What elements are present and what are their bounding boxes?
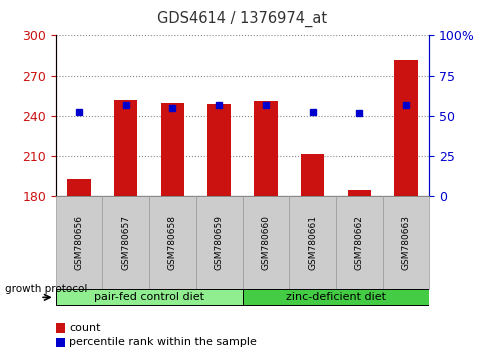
Text: pair-fed control diet: pair-fed control diet	[94, 292, 204, 302]
FancyBboxPatch shape	[56, 290, 242, 305]
Bar	[254, 101, 277, 196]
FancyBboxPatch shape	[382, 196, 428, 289]
Text: GSM780662: GSM780662	[354, 215, 363, 270]
Text: count: count	[69, 323, 101, 333]
Text: GDS4614 / 1376974_at: GDS4614 / 1376974_at	[157, 11, 327, 27]
Bar	[161, 103, 184, 196]
Bar	[393, 59, 417, 196]
FancyBboxPatch shape	[196, 196, 242, 289]
Text: GSM780661: GSM780661	[307, 215, 317, 270]
Bar	[347, 190, 370, 196]
FancyBboxPatch shape	[288, 196, 335, 289]
Text: growth protocol: growth protocol	[5, 284, 87, 293]
Bar	[114, 100, 137, 196]
FancyBboxPatch shape	[242, 290, 428, 305]
FancyBboxPatch shape	[102, 196, 149, 289]
FancyBboxPatch shape	[56, 196, 102, 289]
Text: GSM780663: GSM780663	[401, 215, 409, 270]
Bar	[56, 338, 64, 347]
Text: zinc-deficient diet: zinc-deficient diet	[285, 292, 385, 302]
FancyBboxPatch shape	[149, 196, 196, 289]
Bar	[207, 104, 230, 196]
Text: GSM780660: GSM780660	[261, 215, 270, 270]
FancyBboxPatch shape	[335, 196, 382, 289]
FancyBboxPatch shape	[242, 196, 288, 289]
Text: GSM780657: GSM780657	[121, 215, 130, 270]
Bar	[300, 154, 323, 196]
Text: GSM780658: GSM780658	[167, 215, 177, 270]
Text: GSM780656: GSM780656	[75, 215, 83, 270]
Text: GSM780659: GSM780659	[214, 215, 223, 270]
Text: percentile rank within the sample: percentile rank within the sample	[69, 337, 257, 348]
Bar	[67, 179, 91, 196]
Bar	[56, 324, 64, 333]
